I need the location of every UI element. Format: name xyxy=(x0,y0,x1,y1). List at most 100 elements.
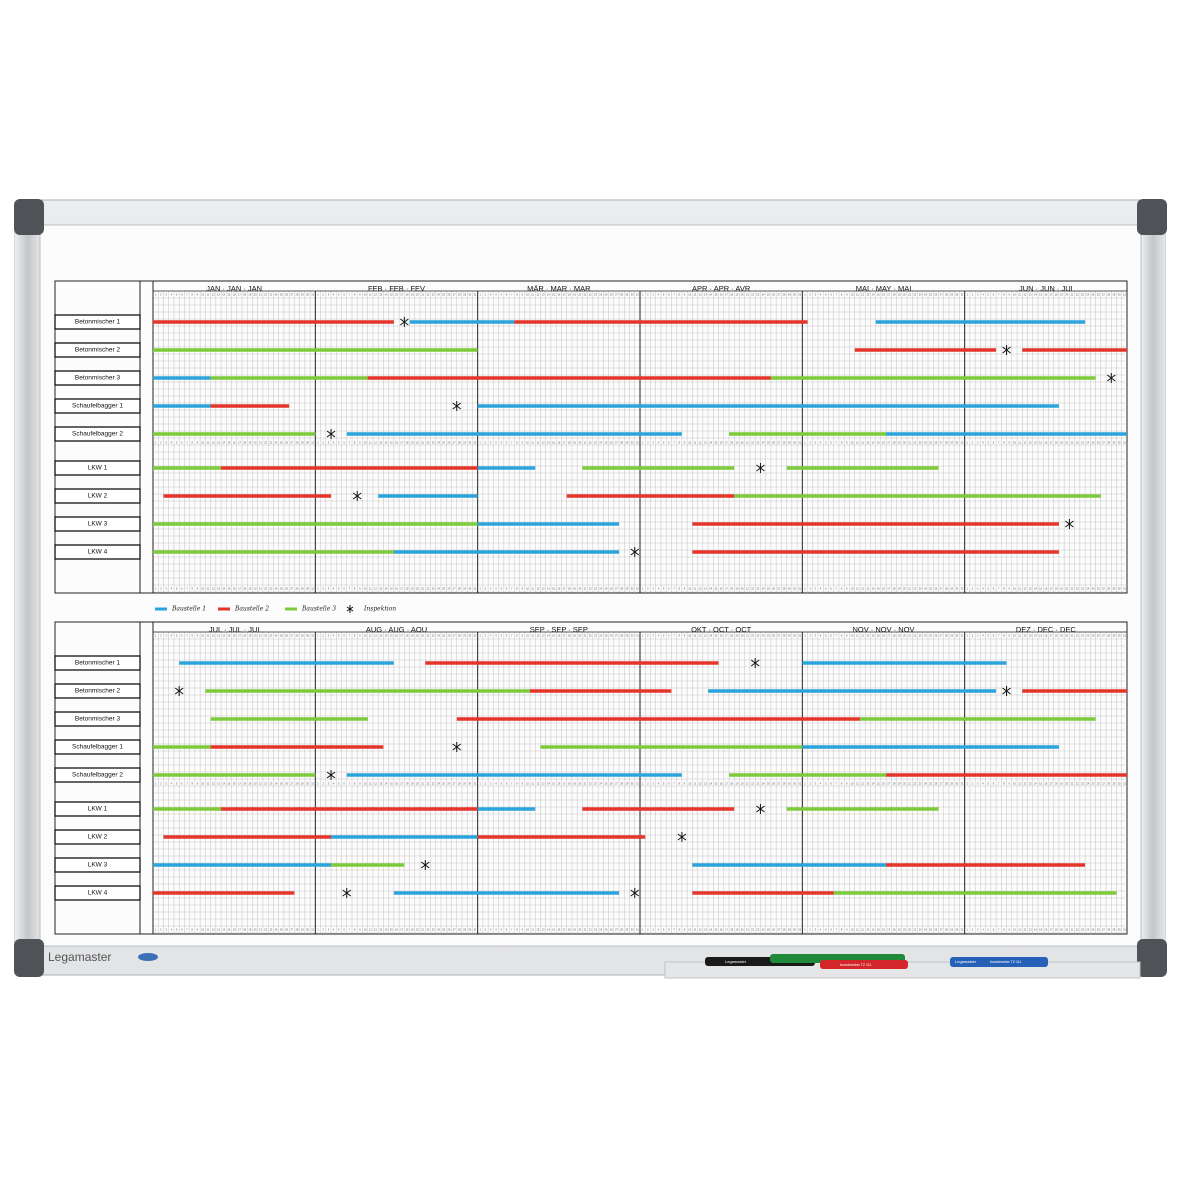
inspection-mark xyxy=(1002,345,1011,355)
day-number: 20 xyxy=(416,928,419,932)
day-number: 11 xyxy=(531,441,534,445)
day-number: 5 xyxy=(176,782,178,786)
day-number: 4 xyxy=(820,293,822,297)
day-number: 18 xyxy=(730,587,733,591)
resource-label-box xyxy=(54,460,141,476)
day-number: 17 xyxy=(725,441,728,445)
day-number: 25 xyxy=(767,441,770,445)
day-number: 25 xyxy=(280,587,283,591)
day-number: 3 xyxy=(977,782,979,786)
day-number: 23 xyxy=(432,293,435,297)
day-number: 3 xyxy=(490,634,492,638)
day-number: 2 xyxy=(647,782,649,786)
day-number: 17 xyxy=(1050,634,1053,638)
day-number: 5 xyxy=(338,782,340,786)
day-number: 1 xyxy=(317,928,319,932)
day-number: 17 xyxy=(725,782,728,786)
inspection-mark xyxy=(342,888,352,898)
day-number: 26 xyxy=(934,634,937,638)
day-number: 20 xyxy=(741,293,744,297)
day-number: 18 xyxy=(893,634,896,638)
day-number: 13 xyxy=(217,293,220,297)
day-number: 28 xyxy=(296,928,299,932)
day-number: 11 xyxy=(856,634,859,638)
day-number: 24 xyxy=(1086,441,1089,445)
day-number: 15 xyxy=(1039,634,1042,638)
day-number: 20 xyxy=(416,441,419,445)
day-number: 6 xyxy=(993,587,995,591)
day-number: 24 xyxy=(275,634,278,638)
day-number: 28 xyxy=(620,928,623,932)
inspection-mark xyxy=(630,888,640,898)
day-number: 2 xyxy=(160,634,162,638)
day-number: 12 xyxy=(1023,634,1026,638)
day-number: 25 xyxy=(605,441,608,445)
day-number: 6 xyxy=(830,441,832,445)
day-number: 21 xyxy=(259,293,262,297)
day-number: 23 xyxy=(594,928,597,932)
day-number: 11 xyxy=(856,293,859,297)
day-number: 1 xyxy=(480,634,482,638)
day-number: 8 xyxy=(841,587,843,591)
day-number: 29 xyxy=(788,782,791,786)
day-number: 30 xyxy=(1118,587,1121,591)
day-number: 30 xyxy=(793,634,796,638)
day-number: 2 xyxy=(485,293,487,297)
day-number: 4 xyxy=(495,587,497,591)
day-number: 17 xyxy=(238,587,241,591)
inspection-mark xyxy=(352,491,362,501)
day-number: 3 xyxy=(165,293,167,297)
day-number: 8 xyxy=(679,293,681,297)
day-number: 3 xyxy=(165,928,167,932)
day-number: 13 xyxy=(866,782,869,786)
day-number: 10 xyxy=(526,293,529,297)
day-number: 27 xyxy=(777,587,780,591)
day-number: 23 xyxy=(1081,782,1084,786)
day-number: 1 xyxy=(480,441,482,445)
day-number: 17 xyxy=(1050,293,1053,297)
marker-text: boardmarker TZ 111 xyxy=(990,960,1021,964)
day-number: 5 xyxy=(663,928,665,932)
day-number: 1 xyxy=(317,782,319,786)
day-number: 29 xyxy=(301,782,304,786)
day-number: 20 xyxy=(254,782,257,786)
day-number: 16 xyxy=(233,928,236,932)
day-number: 15 xyxy=(552,587,555,591)
day-number: 13 xyxy=(704,928,707,932)
day-number: 29 xyxy=(1112,928,1115,932)
day-number: 11 xyxy=(369,634,372,638)
day-number: 29 xyxy=(625,587,628,591)
day-number: 25 xyxy=(605,587,608,591)
day-number: 7 xyxy=(511,782,513,786)
frame-side xyxy=(1141,228,1165,946)
day-number: 26 xyxy=(1097,293,1100,297)
day-number: 17 xyxy=(725,634,728,638)
day-number: 8 xyxy=(841,441,843,445)
day-number: 16 xyxy=(233,587,236,591)
day-number: 8 xyxy=(354,634,356,638)
day-number: 29 xyxy=(463,587,466,591)
marker-text: Legamaster xyxy=(725,959,747,964)
day-number: 15 xyxy=(227,587,230,591)
day-number: 30 xyxy=(631,928,634,932)
day-number: 6 xyxy=(181,441,183,445)
day-number: 6 xyxy=(668,928,670,932)
day-number: 15 xyxy=(714,293,717,297)
day-number: 27 xyxy=(940,782,943,786)
day-number: 22 xyxy=(589,634,592,638)
resource-label: Betonmischer 1 xyxy=(75,660,121,667)
day-number: 18 xyxy=(893,587,896,591)
day-number: 1 xyxy=(155,928,157,932)
resource-label: LKW 1 xyxy=(88,465,108,472)
day-number: 12 xyxy=(536,782,539,786)
day-number: 22 xyxy=(1076,293,1079,297)
day-number: 11 xyxy=(694,441,697,445)
day-number: 9 xyxy=(1008,441,1010,445)
day-number: 18 xyxy=(1055,928,1058,932)
day-number: 27 xyxy=(453,293,456,297)
day-number: 12 xyxy=(699,293,702,297)
day-number: 17 xyxy=(887,634,890,638)
day-number: 25 xyxy=(442,782,445,786)
day-number: 12 xyxy=(374,293,377,297)
asterisk-stroke xyxy=(630,548,640,556)
